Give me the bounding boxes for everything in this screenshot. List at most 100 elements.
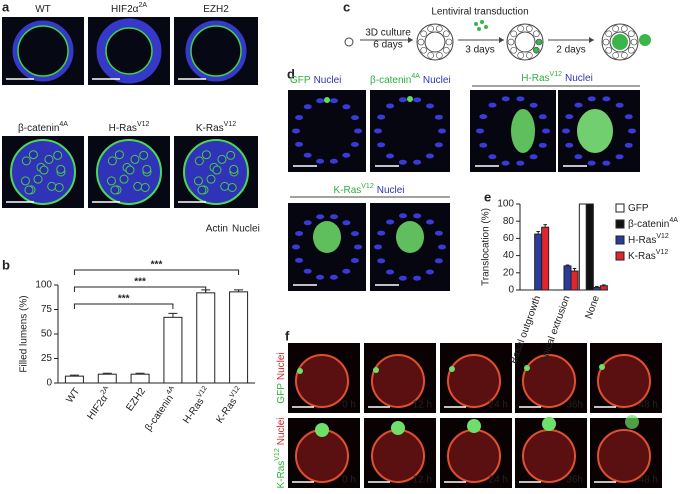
nucleus (587, 96, 596, 102)
gfp-cell (449, 366, 455, 372)
nucleus (110, 185, 120, 195)
legend-text: K-Ras (628, 251, 656, 262)
nucleus (292, 244, 301, 250)
micrograph (288, 90, 366, 172)
panel-label: c (343, 0, 350, 14)
image-label-sup: 4A (59, 121, 68, 128)
nucleus (295, 115, 304, 121)
nucleus (303, 220, 312, 226)
row-label-sup: V12 (274, 448, 281, 461)
nucleus (398, 213, 407, 219)
step-text: 3 days (465, 45, 494, 56)
cyst-cell (510, 46, 517, 54)
cyst-cell (602, 38, 610, 46)
nucleus (425, 153, 434, 159)
panel-d-label-text: K-Ras (333, 185, 361, 196)
x-tick-sup: 4A (165, 385, 176, 396)
y-tick-label: 100 (497, 199, 514, 210)
cyst-cell (621, 52, 628, 59)
panel-d-label-sup: V12 (361, 183, 374, 190)
cyst-lumen (424, 31, 446, 53)
x-tick-label: H-RasV12 (179, 385, 213, 426)
nucleus (354, 244, 362, 250)
row-label-suffix: Nuclei (276, 417, 287, 445)
error-bar (536, 231, 540, 235)
error-bar (69, 374, 79, 377)
nucleus (114, 150, 124, 160)
cyst (522, 354, 576, 408)
significance-label: *** (118, 294, 130, 305)
y-tick-label: 40 (503, 250, 515, 261)
x-tick-text: HIF2α (85, 393, 110, 422)
y-tick-label: 100 (35, 280, 52, 291)
x-tick-text: β-catenin (143, 393, 176, 433)
nucleus (229, 164, 239, 174)
x-tick-text: K-Ras (214, 396, 239, 425)
cyst-cell (517, 25, 524, 32)
cyst-cell (420, 46, 427, 54)
step-text: 2 days (556, 45, 585, 56)
nucleus (386, 103, 395, 109)
nucleus (226, 150, 236, 160)
cyst (597, 354, 651, 408)
gfp-cell (625, 415, 639, 429)
bar (578, 203, 587, 291)
x-tick-sup: V12 (196, 385, 209, 399)
nucleus (227, 182, 237, 192)
cyst-cell (427, 25, 434, 32)
y-tick-label: 50 (41, 329, 53, 340)
time-label: 24 h (489, 400, 508, 411)
legend-swatch (615, 203, 625, 213)
cyst-ring (185, 20, 247, 82)
x-tick-text: EZH2 (124, 386, 148, 414)
nucleus (615, 154, 624, 160)
bar (599, 285, 608, 291)
panel-d-label-text: β-catenin (370, 75, 411, 86)
time-label: 0 h (342, 400, 356, 411)
error-bar (234, 289, 244, 292)
nucleus (107, 156, 117, 166)
nucleus (425, 269, 434, 275)
cyst-cell (533, 46, 540, 54)
cyst-cell (533, 30, 540, 38)
cyst-cell (443, 46, 450, 54)
panel-d-label-suffix: Nuclei (423, 75, 451, 86)
step-text: 6 days (373, 40, 402, 51)
cyst-cell (435, 25, 443, 32)
nucleus (624, 114, 633, 120)
nucleus (139, 150, 149, 160)
invading-cells (639, 34, 651, 46)
cyst-actin (105, 27, 153, 75)
nucleus (413, 97, 422, 103)
gfp-cells (577, 109, 613, 153)
cyst-cell (417, 38, 425, 46)
cyst-cell (535, 38, 543, 46)
nucleus (194, 156, 204, 166)
legend-label: β-catenin4A (628, 217, 678, 230)
nucleus (106, 176, 116, 186)
nucleus (398, 275, 407, 281)
nucleus (329, 214, 338, 220)
nucleus (54, 182, 64, 192)
bar (541, 226, 550, 291)
arrow-head (499, 37, 504, 43)
row-label: K-RasV12 Nuclei (274, 417, 287, 488)
image-label-text: EZH2 (203, 4, 229, 15)
nucleus (329, 158, 338, 164)
legend-label: K-RasV12 (628, 249, 668, 262)
bar (570, 270, 579, 291)
time-label: 48 h (639, 475, 658, 486)
error-bar (572, 268, 577, 272)
gfp-cell (407, 96, 413, 102)
y-tick-label: 80 (503, 216, 515, 227)
nucleus (217, 154, 227, 164)
panel-label: f (285, 328, 290, 343)
panel-d-label-text: GFP (290, 75, 311, 86)
cyst-cell (517, 52, 524, 59)
gfp-cell (373, 367, 379, 373)
nucleus (488, 102, 497, 108)
row-label: GFP Nuclei (276, 352, 287, 403)
time-label: 12 h (413, 400, 432, 411)
x-tick-label: EZH2 (124, 386, 148, 414)
